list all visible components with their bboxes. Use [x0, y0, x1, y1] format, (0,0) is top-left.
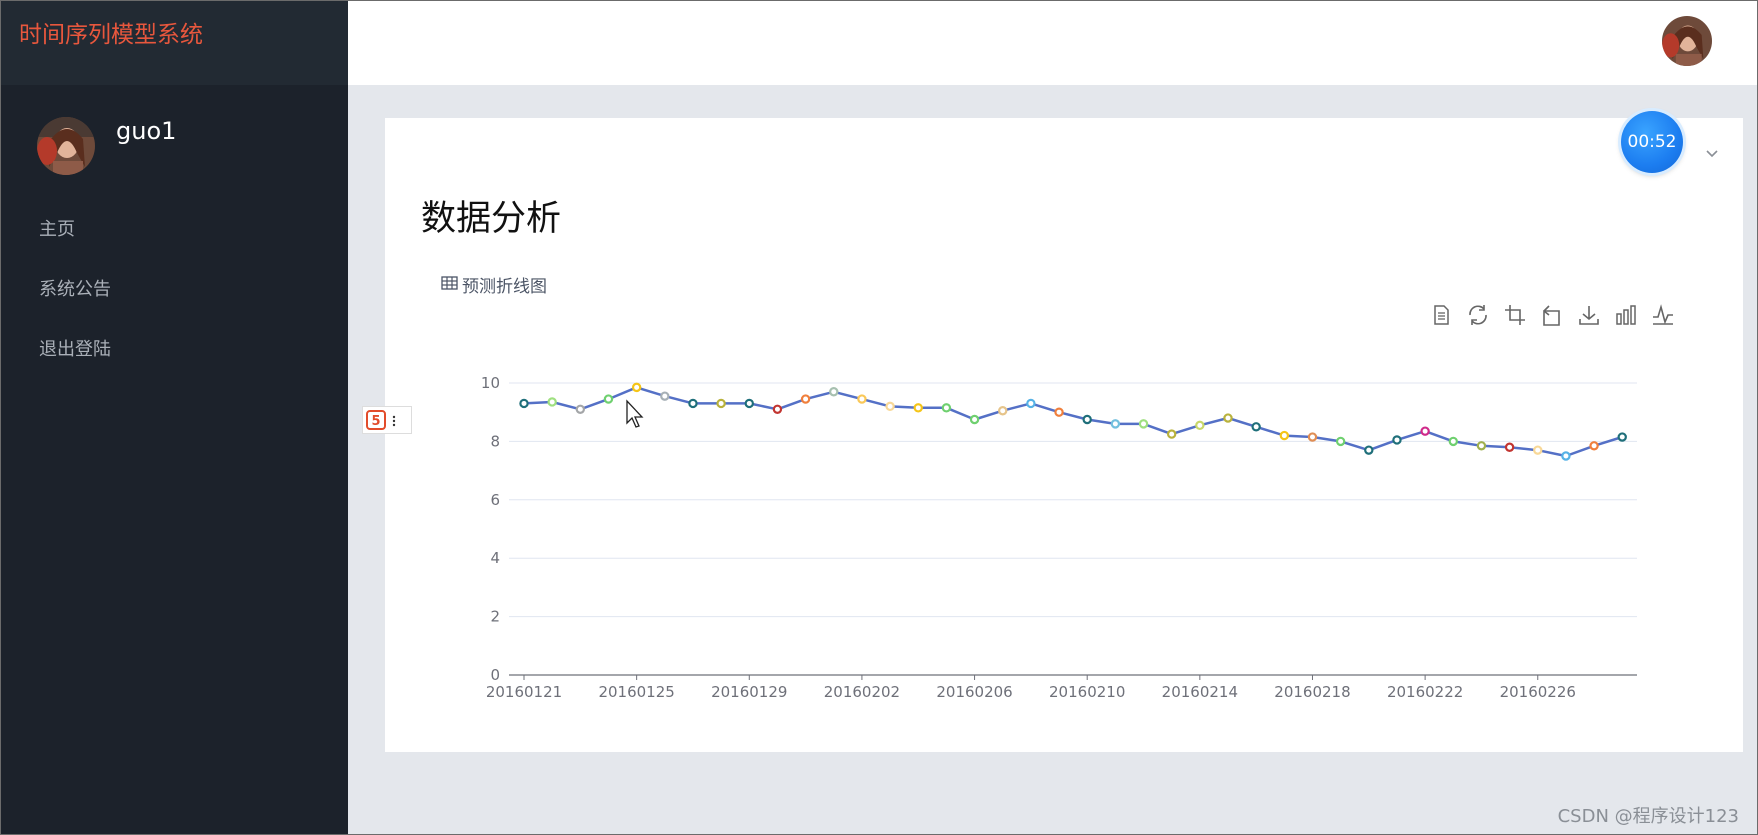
data-point: [1166, 429, 1177, 439]
line-chart-icon[interactable]: [1651, 303, 1675, 327]
chevron-down-icon[interactable]: [1703, 144, 1721, 162]
x-tick-label: 20160218: [1274, 683, 1350, 701]
data-point: [969, 414, 980, 425]
x-tick-label: 20160125: [598, 683, 674, 701]
extension-icon[interactable]: 5: [362, 406, 412, 434]
top-bar: [348, 1, 1757, 85]
y-tick-label: 2: [490, 608, 500, 626]
restore-icon[interactable]: [1466, 303, 1490, 327]
data-point: [716, 398, 726, 409]
app-title: 时间序列模型系统: [19, 22, 203, 48]
data-point: [1335, 436, 1346, 447]
x-tick-label: 20160206: [936, 683, 1012, 701]
timer-badge[interactable]: 00:52: [1621, 111, 1683, 173]
data-view-icon[interactable]: [1429, 303, 1453, 327]
data-point: [1504, 442, 1515, 452]
data-point: [575, 404, 586, 414]
data-point: [603, 394, 614, 404]
data-point: [744, 398, 754, 409]
x-tick-label: 20160121: [486, 683, 562, 701]
data-point: [1279, 430, 1290, 441]
data-point: [1561, 451, 1571, 461]
svg-text:5: 5: [371, 414, 380, 429]
data-point: [1364, 445, 1374, 455]
data-point: [519, 398, 529, 409]
data-point: [1533, 445, 1543, 455]
sidebar-item-home[interactable]: 主页: [39, 219, 75, 240]
data-point: [800, 394, 811, 404]
tab-forecast-line[interactable]: 预测折线图: [441, 272, 547, 297]
data-point: [1026, 398, 1036, 409]
data-point: [1054, 407, 1064, 417]
x-tick-label: 20160226: [1500, 683, 1576, 701]
y-tick-label: 6: [490, 491, 500, 509]
data-point: [1392, 435, 1402, 445]
y-tick-label: 10: [481, 374, 500, 392]
forecast-line-chart: 0 2 4 6 8 10 20160121 20160125 20160129 20160202 2…: [481, 374, 1637, 701]
data-point: [998, 406, 1008, 416]
data-point: [913, 403, 923, 413]
data-point: [547, 397, 557, 407]
table-icon: [441, 275, 458, 295]
page-title: 数据分析: [421, 199, 562, 239]
data-point: [772, 404, 783, 414]
data-point: [1223, 413, 1233, 423]
sidebar-item-logout[interactable]: 退出登陆: [39, 339, 111, 360]
content-card: 数据分析 预测折线图: [385, 118, 1743, 752]
brand-header: 时间序列模型系统: [1, 1, 348, 85]
watermark: CSDN @程序设计123: [1557, 806, 1739, 827]
data-point: [1082, 414, 1092, 425]
data-point: [1138, 419, 1149, 429]
y-tick-label: 8: [490, 432, 500, 450]
y-tick-label: 4: [490, 549, 500, 567]
avatar: [37, 117, 95, 175]
y-tick-label: 0: [490, 666, 500, 684]
data-point: [829, 387, 839, 397]
download-icon[interactable]: [1577, 303, 1601, 327]
data-point: [1476, 441, 1487, 451]
user-name: guo1: [116, 117, 177, 145]
data-point: [1251, 422, 1261, 432]
data-point: [1420, 426, 1430, 436]
data-point: [1307, 432, 1318, 442]
x-tick-label: 20160222: [1387, 683, 1463, 701]
header-avatar[interactable]: [1662, 16, 1712, 66]
data-point: [1617, 432, 1627, 442]
tab-label: 预测折线图: [462, 277, 547, 297]
data-point: [1195, 420, 1205, 431]
data-point: [857, 394, 867, 404]
x-tick-label: 20160129: [711, 683, 787, 701]
sidebar: 时间序列模型系统 guo1 主页 系统公告 退出登陆: [1, 1, 348, 834]
x-tick-label: 20160214: [1162, 683, 1238, 701]
data-point: [885, 401, 895, 412]
data-point: [1448, 436, 1458, 447]
bar-chart-icon[interactable]: [1614, 303, 1638, 327]
x-tick-label: 20160202: [824, 683, 900, 701]
x-tick-label: 20160210: [1049, 683, 1125, 701]
data-point: [1110, 419, 1121, 429]
chart-toolbox: [1429, 303, 1675, 327]
data-point: [941, 403, 952, 413]
mouse-cursor-icon: [626, 399, 644, 428]
sidebar-item-notices[interactable]: 系统公告: [39, 279, 111, 300]
zoom-reset-icon[interactable]: [1540, 303, 1564, 327]
series-line: [523, 386, 1623, 458]
data-point: [660, 391, 670, 401]
data-point: [1589, 441, 1599, 451]
data-point: [688, 398, 698, 409]
data-point: [631, 382, 642, 393]
zoom-icon[interactable]: [1503, 303, 1527, 327]
